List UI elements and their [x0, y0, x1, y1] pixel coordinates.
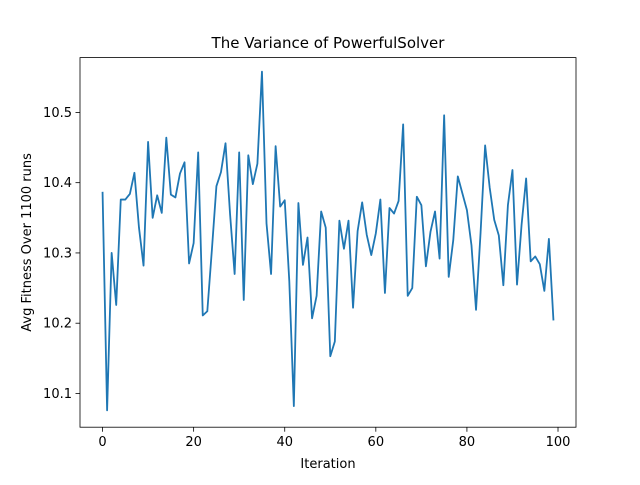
series-line-0	[101, 70, 555, 412]
x-tick-label: 40	[276, 435, 293, 450]
x-axis-label: Iteration	[300, 457, 355, 472]
chart-title: The Variance of PowerfulSolver	[211, 34, 446, 52]
y-axis-label: Avg Fitness Over 1100 runs	[20, 153, 35, 332]
y-tick-label: 10.2	[43, 317, 72, 332]
x-tick-label: 100	[546, 435, 571, 450]
y-axis-ticks: 10.1 10.2 10.3 10.4 10.5	[43, 106, 80, 402]
y-tick-label: 10.4	[43, 176, 72, 191]
x-tick-label: 60	[368, 435, 385, 450]
plot-area	[101, 70, 555, 412]
x-tick-label: 80	[459, 435, 476, 450]
y-tick-label: 10.3	[43, 246, 72, 261]
plot-frame	[79, 57, 577, 428]
y-tick-label: 10.5	[43, 106, 72, 121]
y-tick-label: 10.1	[43, 387, 72, 402]
x-tick-label: 20	[185, 435, 202, 450]
x-axis-ticks: 0 20 40 60 80 100	[98, 427, 570, 450]
x-tick-label: 0	[98, 435, 106, 450]
